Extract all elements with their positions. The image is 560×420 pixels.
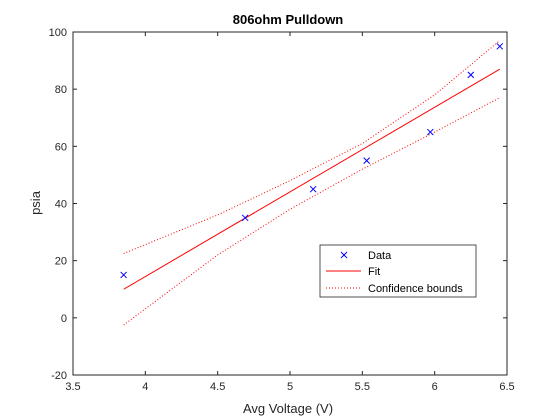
confidence-bounds-layer bbox=[123, 40, 501, 326]
fit-line-layer bbox=[123, 68, 501, 290]
data-point bbox=[241, 214, 249, 222]
confidence-bound-upper bbox=[123, 40, 501, 254]
data-point bbox=[426, 128, 434, 136]
legend-label-data: Data bbox=[368, 250, 392, 262]
y-axis-label: psia bbox=[28, 190, 43, 215]
y-tick-label: 60 bbox=[55, 141, 67, 153]
fit-line bbox=[123, 68, 501, 290]
y-tick-label: -20 bbox=[51, 370, 67, 382]
x-tick-label: 5 bbox=[287, 381, 293, 393]
data-points-layer bbox=[120, 42, 504, 279]
x-tick-label: 6.5 bbox=[499, 381, 514, 393]
data-point bbox=[467, 71, 475, 79]
chart-title: 806ohm Pulldown bbox=[233, 12, 344, 27]
legend-label-fit: Fit bbox=[368, 266, 380, 278]
legend-marker-data bbox=[340, 251, 348, 259]
plot-frame bbox=[72, 31, 508, 376]
x-tick-label: 3.5 bbox=[65, 381, 80, 393]
legend-label-confidence-bounds: Confidence bounds bbox=[368, 283, 463, 295]
y-tick-label: 20 bbox=[55, 256, 67, 268]
y-tick-label: 80 bbox=[55, 84, 67, 96]
y-tick-label: 100 bbox=[49, 27, 67, 39]
x-axis-label: Avg Voltage (V) bbox=[243, 401, 333, 416]
y-tick-label: 40 bbox=[55, 199, 67, 211]
x-tick-label: 6 bbox=[432, 381, 438, 393]
data-point bbox=[496, 42, 504, 50]
data-point bbox=[120, 271, 127, 279]
data-point bbox=[309, 185, 317, 193]
data-point bbox=[363, 157, 371, 164]
y-tick-label: 0 bbox=[61, 313, 67, 325]
legend: Data Fit Confidence bounds bbox=[319, 244, 477, 298]
x-tick-label: 4 bbox=[142, 381, 148, 393]
x-tick-label: 5.5 bbox=[355, 381, 370, 393]
plot-area bbox=[73, 32, 507, 375]
x-tick-label: 4.5 bbox=[210, 381, 225, 393]
